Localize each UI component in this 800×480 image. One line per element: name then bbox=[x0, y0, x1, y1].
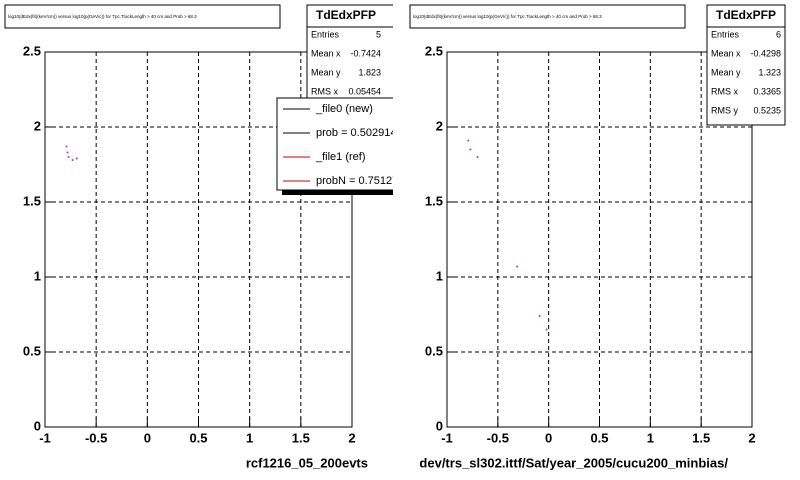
stats-box bbox=[306, 4, 393, 107]
stats-label: RMS x bbox=[311, 86, 339, 96]
point bbox=[71, 159, 74, 161]
y-tick-label: 0 bbox=[436, 418, 443, 433]
point bbox=[469, 148, 472, 151]
x-tick-label: 0.5 bbox=[590, 430, 608, 445]
stats-box bbox=[706, 4, 786, 126]
stats-label: Mean x bbox=[311, 48, 341, 58]
x-tick-label: 0 bbox=[545, 430, 552, 445]
stats-label: Entries bbox=[311, 29, 340, 39]
stats-value: -0.7424 bbox=[350, 48, 381, 58]
y-tick-label: 2.5 bbox=[425, 43, 443, 58]
x-tick-label: 2 bbox=[748, 430, 755, 445]
stats-label: Mean y bbox=[711, 67, 741, 77]
stats-value: 1.323 bbox=[758, 67, 781, 77]
x-tick-label: 0 bbox=[144, 430, 151, 445]
point bbox=[545, 328, 548, 331]
pad: log10(dEdx(fit)(keV/cm)) versus log10(p(… bbox=[4, 4, 398, 470]
plot-frame bbox=[446, 51, 753, 428]
x-tick-label: 1 bbox=[647, 430, 654, 445]
y-tick-label: 1 bbox=[34, 268, 41, 283]
legend-label: _file0 (new) bbox=[315, 103, 373, 115]
stats-value: 0.05454 bbox=[348, 86, 381, 96]
point bbox=[66, 151, 69, 154]
x-tick-label: 1.5 bbox=[292, 430, 310, 445]
x-axis-title: rcf1216_05_200evts bbox=[246, 455, 368, 470]
x-tick-label: -0.5 bbox=[85, 430, 107, 445]
stats-title: TdEdxPFP bbox=[716, 8, 776, 22]
legend-label: prob = 0.502914 bbox=[316, 127, 396, 139]
x-tick-label: 0.5 bbox=[189, 430, 207, 445]
y-tick-label: 2 bbox=[436, 118, 443, 133]
stats-value: 0.3365 bbox=[753, 86, 781, 96]
x-tick-label: 1 bbox=[246, 430, 253, 445]
y-tick-label: 2.5 bbox=[23, 43, 41, 58]
y-tick-label: 2 bbox=[34, 118, 41, 133]
y-tick-label: 1.5 bbox=[23, 193, 41, 208]
x-tick-label: 2 bbox=[348, 430, 355, 445]
point bbox=[75, 157, 78, 160]
legend-box bbox=[276, 97, 393, 191]
y-tick-label: 0.5 bbox=[23, 343, 41, 358]
stats-label: RMS x bbox=[711, 86, 739, 96]
plot-frame bbox=[44, 51, 353, 428]
x-tick-label: -1 bbox=[39, 430, 51, 445]
legend-label: probN = 0.75127 bbox=[316, 175, 398, 187]
y-tick-label: 0.5 bbox=[425, 343, 443, 358]
chart-title: log10(dEdx(fit)(keV/cm)) versus log10(p(… bbox=[8, 14, 197, 19]
point bbox=[65, 145, 68, 148]
title-box bbox=[409, 4, 686, 29]
stats-value: 0.5235 bbox=[753, 105, 781, 115]
x-tick-label: 1.5 bbox=[692, 430, 710, 445]
x-tick-label: -1 bbox=[441, 430, 453, 445]
point bbox=[516, 265, 519, 268]
x-tick-label: -0.5 bbox=[487, 430, 509, 445]
stats-label: Mean y bbox=[311, 67, 341, 77]
title-box bbox=[4, 4, 281, 29]
point bbox=[538, 315, 541, 317]
stats-label: RMS y bbox=[711, 105, 739, 115]
pad: log10(dEdx(fit)(keV/cm)) versus log10(p(… bbox=[409, 4, 786, 470]
x-axis-title: dev/trs_sl302.ittf/Sat/year_2005/cucu200… bbox=[419, 455, 728, 470]
legend-label: _file1 (ref) bbox=[315, 151, 366, 163]
point bbox=[476, 156, 479, 158]
y-tick-label: 1 bbox=[436, 268, 443, 283]
stats-value: 1.823 bbox=[358, 67, 381, 77]
stats-title: TdEdxPFP bbox=[316, 8, 376, 22]
y-tick-label: 1.5 bbox=[425, 193, 443, 208]
point bbox=[67, 156, 70, 158]
stats-value: 6 bbox=[776, 29, 781, 39]
stats-label: Mean x bbox=[711, 48, 741, 58]
y-tick-label: 0 bbox=[34, 418, 41, 433]
stats-value: -0.4298 bbox=[750, 48, 781, 58]
stats-label: Entries bbox=[711, 29, 740, 39]
chart-title: log10(dEdx(fit)(keV/cm)) versus log10(p(… bbox=[413, 14, 602, 19]
stats-value: 5 bbox=[376, 29, 381, 39]
point bbox=[467, 139, 470, 142]
